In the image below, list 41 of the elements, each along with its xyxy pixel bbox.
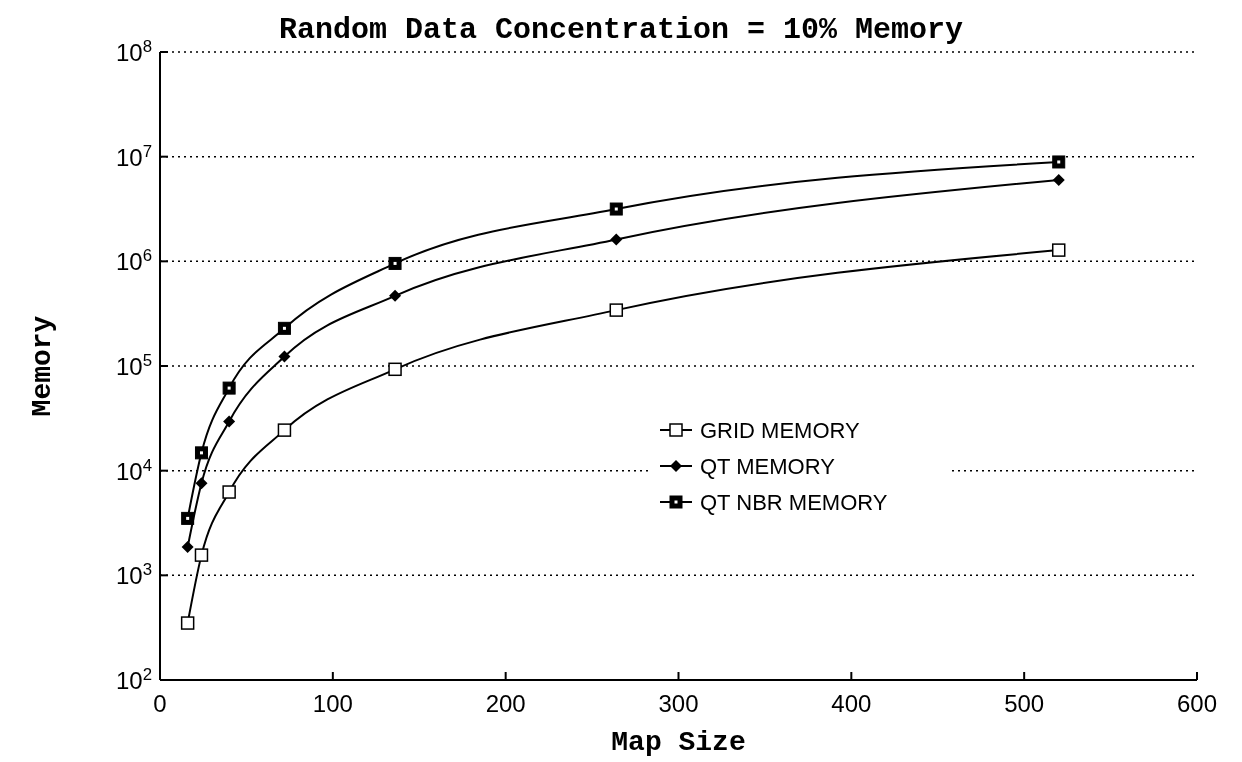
- y-tick-label: 10$^{7}$: [115, 141, 152, 171]
- point: [181, 511, 195, 525]
- y-axis-title: Memory: [27, 315, 58, 417]
- point: [388, 362, 402, 377]
- point: [609, 202, 623, 216]
- point: [1052, 155, 1066, 169]
- point: [223, 415, 236, 428]
- point: [222, 485, 236, 499]
- y-tick-label: 10$^{8}$: [115, 36, 152, 66]
- y-tick-label: 10$^{4}$: [115, 455, 152, 485]
- chart-title: Random Data Concentration = 10% Memory: [278, 13, 964, 47]
- x-axis-title: Map Size: [611, 727, 746, 758]
- y-tick-label: 10$^{5}$: [115, 350, 152, 380]
- point: [1051, 243, 1066, 257]
- point: [194, 548, 209, 562]
- x-tick-label: 200: [485, 690, 526, 717]
- point: [181, 541, 194, 554]
- y-tick-label: 10$^{2}$: [115, 664, 152, 694]
- x-tick-label: 600: [1176, 690, 1218, 717]
- point: [277, 423, 292, 437]
- x-tick-label: 400: [831, 690, 872, 717]
- point: [278, 350, 291, 363]
- point: [180, 616, 195, 630]
- x-tick-label: 500: [1004, 690, 1045, 717]
- legend-label: QT NBR MEMORY: [700, 490, 888, 515]
- point: [194, 446, 208, 460]
- y-tick-label: 10$^{6}$: [115, 245, 152, 276]
- point: [195, 477, 208, 490]
- point: [609, 303, 624, 317]
- point: [222, 381, 236, 395]
- point: [388, 256, 402, 270]
- x-tick-label: 100: [312, 690, 353, 717]
- x-tick-label: 300: [658, 690, 699, 717]
- y-tick-label: 10$^{3}$: [115, 559, 152, 590]
- legend-label: QT MEMORY: [700, 454, 836, 479]
- x-tick-label: 0: [153, 690, 167, 717]
- point: [610, 233, 623, 246]
- point: [277, 321, 291, 335]
- point: [1052, 173, 1065, 186]
- point: [389, 289, 402, 302]
- legend-label: GRID MEMORY: [700, 418, 861, 443]
